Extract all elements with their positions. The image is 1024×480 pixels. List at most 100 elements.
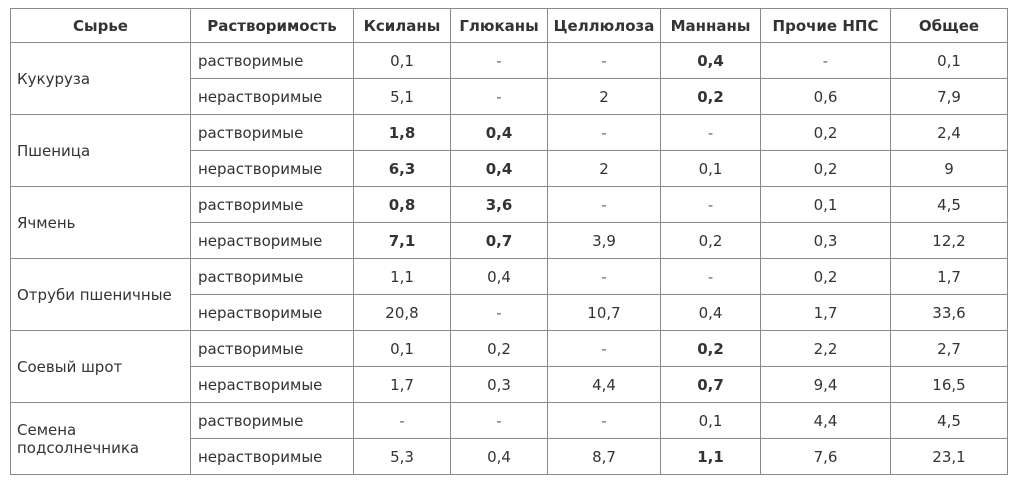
xylans-cell: 0,1 xyxy=(353,330,451,367)
cellulose-cell: - xyxy=(547,402,661,439)
solubility-cell: нерастворимые xyxy=(190,78,354,115)
total-cell: 33,6 xyxy=(890,294,1008,331)
total-cell: 12,2 xyxy=(890,222,1008,259)
cellulose-cell: 8,7 xyxy=(547,438,661,475)
cellulose-cell: 2 xyxy=(547,78,661,115)
header-raw: Сырье xyxy=(10,8,191,43)
table-row: Соевый шрот растворимые 0,1 0,2-0,2 2,2 2,7 xyxy=(10,330,1008,403)
solubility-cell: растворимые xyxy=(190,114,354,151)
other-nsp-cell: 0,2 xyxy=(760,150,891,187)
raw-material-cell: Семена подсолнечника xyxy=(10,402,191,475)
header-solubility: Растворимость xyxy=(190,8,354,43)
cellulose-cell: 2 xyxy=(547,150,661,187)
solubility-cell: нерастворимые xyxy=(190,150,354,187)
table-row: Кукуруза растворимые 0,1- -0,4-0,1 xyxy=(10,42,1008,115)
total-cell: 4,5 xyxy=(890,186,1008,223)
raw-material-cell: Пшеница xyxy=(10,114,191,187)
xylans-cell: 0,8 xyxy=(353,186,451,223)
mannans-cell: 0,2 xyxy=(660,222,761,259)
solubility-cell: растворимые xyxy=(190,42,354,79)
table-row: нерастворимые 20,8-10,7 0,4 1,7 33,6 xyxy=(11,294,1008,331)
table-container: Сырье Растворимость Ксиланы Глюканы Целл… xyxy=(10,8,1008,475)
table-body: Кукуруза растворимые 0,1- -0,4-0,1 нераствор… xyxy=(10,42,1008,475)
glucans-cell: 3,6 xyxy=(450,186,548,223)
table-row: нерастворимые 7,1 0,7 3,9 0,2 0,3 12,2 xyxy=(11,222,1008,259)
table-row: Ячмень растворимые 0,8 3,6- -0,1 4,5 xyxy=(10,186,1008,259)
other-nsp-cell: 7,6 xyxy=(760,438,891,475)
mannans-cell: 0,4 xyxy=(660,42,761,79)
xylans-cell: 20,8 xyxy=(353,294,451,331)
other-nsp-cell: 1,7 xyxy=(760,294,891,331)
glucans-cell: - xyxy=(450,402,548,439)
nsp-table: Сырье Растворимость Ксиланы Глюканы Целл… xyxy=(10,8,1008,475)
solubility-cell: растворимые xyxy=(190,330,354,367)
solubility-cell: растворимые xyxy=(190,186,354,223)
cellulose-cell: - xyxy=(547,186,661,223)
other-nsp-cell: 2,2 xyxy=(760,330,891,367)
raw-material-cell: Кукуруза xyxy=(10,42,191,115)
table-row: нерастворимые 5,3 0,4 8,7 1,1 7,6 23,1 xyxy=(11,438,1008,475)
solubility-cell: растворимые xyxy=(190,402,354,439)
xylans-cell: 1,7 xyxy=(353,366,451,403)
mannans-cell: 0,2 xyxy=(660,78,761,115)
table-row: нерастворимые 5,1-2 0,2 0,6 7,9 xyxy=(11,78,1008,115)
total-cell: 16,5 xyxy=(890,366,1008,403)
xylans-cell: 1,8 xyxy=(353,114,451,151)
header-cellulose: Целлюлоза xyxy=(547,8,661,43)
mannans-cell: - xyxy=(660,114,761,151)
mannans-cell: 0,7 xyxy=(660,366,761,403)
mannans-cell: 0,4 xyxy=(660,294,761,331)
raw-material-cell: Соевый шрот xyxy=(10,330,191,403)
total-cell: 4,5 xyxy=(890,402,1008,439)
total-cell: 7,9 xyxy=(890,78,1008,115)
solubility-cell: нерастворимые xyxy=(190,294,354,331)
glucans-cell: 0,2 xyxy=(450,330,548,367)
mannans-cell: - xyxy=(660,258,761,295)
raw-material-cell: Ячмень xyxy=(10,186,191,259)
xylans-cell: 1,1 xyxy=(353,258,451,295)
cellulose-cell: - xyxy=(547,114,661,151)
total-cell: 2,4 xyxy=(890,114,1008,151)
cellulose-cell: - xyxy=(547,330,661,367)
total-cell: 23,1 xyxy=(890,438,1008,475)
glucans-cell: 0,4 xyxy=(450,150,548,187)
other-nsp-cell: 0,3 xyxy=(760,222,891,259)
xylans-cell: 5,3 xyxy=(353,438,451,475)
total-cell: 2,7 xyxy=(890,330,1008,367)
header-total: Общее xyxy=(890,8,1008,43)
glucans-cell: - xyxy=(450,42,548,79)
cellulose-cell: 4,4 xyxy=(547,366,661,403)
xylans-cell: 7,1 xyxy=(353,222,451,259)
mannans-cell: 1,1 xyxy=(660,438,761,475)
table-row: нерастворимые 1,7 0,3 4,4 0,7 9,4 16,5 xyxy=(11,366,1008,403)
xylans-cell: - xyxy=(353,402,451,439)
cellulose-cell: 10,7 xyxy=(547,294,661,331)
cellulose-cell: - xyxy=(547,42,661,79)
glucans-cell: 0,7 xyxy=(450,222,548,259)
header-mannans: Маннаны xyxy=(660,8,761,43)
table-row: Отруби пшеничные растворимые 1,1 0,4- -0,2 1,… xyxy=(10,258,1008,331)
other-nsp-cell: - xyxy=(760,42,891,79)
other-nsp-cell: 0,2 xyxy=(760,258,891,295)
cellulose-cell: 3,9 xyxy=(547,222,661,259)
table-row: нерастворимые 6,3 0,4 2 0,1 0,2 9 xyxy=(11,150,1008,187)
solubility-cell: растворимые xyxy=(190,258,354,295)
header-row: Сырье Растворимость Ксиланы Глюканы Целл… xyxy=(10,8,1008,43)
total-cell: 0,1 xyxy=(890,42,1008,79)
glucans-cell: 0,4 xyxy=(450,258,548,295)
header-glucans: Глюканы xyxy=(450,8,548,43)
glucans-cell: - xyxy=(450,294,548,331)
xylans-cell: 0,1 xyxy=(353,42,451,79)
glucans-cell: 0,4 xyxy=(450,114,548,151)
other-nsp-cell: 9,4 xyxy=(760,366,891,403)
header-other-nsp: Прочие НПС xyxy=(760,8,891,43)
raw-material-cell: Отруби пшеничные xyxy=(10,258,191,331)
xylans-cell: 5,1 xyxy=(353,78,451,115)
xylans-cell: 6,3 xyxy=(353,150,451,187)
mannans-cell: - xyxy=(660,186,761,223)
mannans-cell: 0,1 xyxy=(660,402,761,439)
table-row: Пшеница растворимые 1,8 0,4- -0,2 2,4 xyxy=(10,114,1008,187)
cellulose-cell: - xyxy=(547,258,661,295)
other-nsp-cell: 4,4 xyxy=(760,402,891,439)
other-nsp-cell: 0,2 xyxy=(760,114,891,151)
